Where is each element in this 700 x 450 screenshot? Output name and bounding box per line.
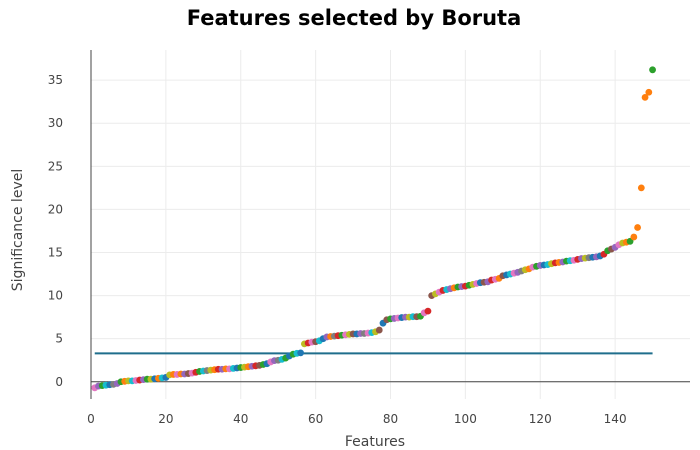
- feature-point: [375, 326, 383, 334]
- y-tick-label: 30: [48, 116, 63, 130]
- x-tick-label: 80: [383, 412, 398, 426]
- x-tick-label: 60: [308, 412, 323, 426]
- x-tick-label: 100: [454, 412, 477, 426]
- feature-point: [634, 224, 641, 231]
- x-tick-label: 20: [158, 412, 173, 426]
- feature-point: [637, 184, 645, 192]
- feature-point: [424, 307, 432, 315]
- grid-lines: [91, 50, 690, 399]
- y-tick-label: 25: [48, 159, 63, 173]
- axes: [90, 50, 690, 399]
- x-tick-label: 120: [529, 412, 552, 426]
- feature-point: [641, 93, 649, 101]
- y-tick-label: 15: [48, 246, 63, 260]
- chart-title: Features selected by Boruta: [187, 6, 522, 30]
- feature-point: [630, 233, 638, 241]
- x-axis-title: Features: [345, 434, 405, 450]
- y-tick-label: 5: [55, 332, 63, 346]
- y-tick-label: 0: [55, 375, 63, 389]
- x-tick-label: 40: [233, 412, 248, 426]
- x-tick-label: 0: [87, 412, 95, 426]
- tick-labels: 0 5 10 15 20 25 30 35 0 20 40 60 80 100 120 140: [48, 73, 627, 426]
- y-axis-title: Significance level: [10, 169, 26, 291]
- x-tick-label: 140: [604, 412, 627, 426]
- y-tick-label: 35: [48, 73, 63, 87]
- feature-point: [649, 66, 656, 74]
- data-points: [91, 66, 656, 392]
- feature-point: [297, 349, 305, 357]
- y-tick-label: 10: [48, 289, 63, 303]
- feature-point: [645, 88, 653, 96]
- y-tick-label: 20: [48, 202, 63, 216]
